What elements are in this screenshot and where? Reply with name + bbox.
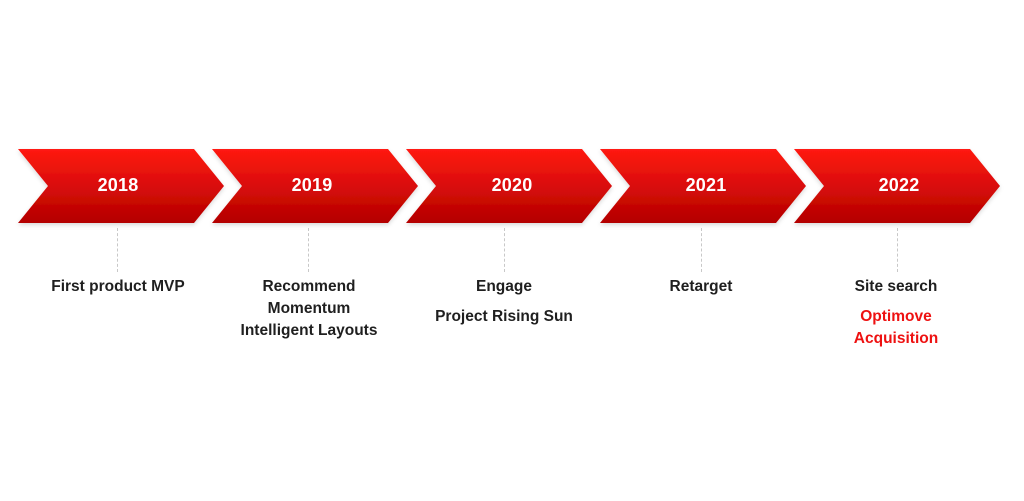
chevron-2021 [600,149,806,223]
chevron-2018 [18,149,224,223]
year-2021: 2021 [685,175,727,195]
connector-2019 [308,228,309,272]
chevron-2019 [212,149,418,223]
milestone-2022: Site search Optimove Acquisition [786,276,1006,350]
connector-2022 [897,228,898,272]
milestone-2020: Engage Project Rising Sun [394,276,614,328]
year-2020: 2020 [491,175,533,195]
year-2022: 2022 [878,175,920,195]
milestone-item: Site search [854,278,938,295]
chevron-2022 [794,149,1000,223]
milestone-2019: Recommend Momentum Intelligent Layouts [199,276,419,342]
chevron-2020 [406,149,612,223]
milestone-highlight: Acquisition [853,330,939,347]
milestone-item: Retarget [669,278,733,295]
milestone-item: Project Rising Sun [435,308,573,325]
connector-2020 [504,228,505,272]
milestone-2018: First product MVP [8,276,228,298]
milestone-item: Engage [476,278,532,295]
milestone-item: Momentum [267,300,351,317]
milestone-item: Intelligent Layouts [240,322,378,339]
milestone-highlight: Optimove [860,308,932,325]
milestone-2021: Retarget [591,276,811,298]
year-2018: 2018 [97,175,139,195]
milestone-item: Recommend [262,278,356,295]
year-2019: 2019 [291,175,333,195]
connector-2021 [701,228,702,272]
milestone-item: First product MVP [51,278,185,295]
connector-2018 [117,228,118,272]
